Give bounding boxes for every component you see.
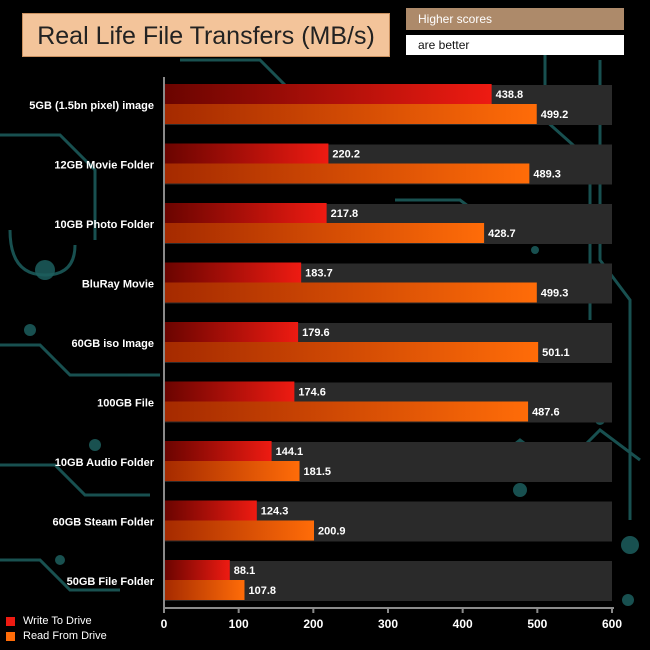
bar-read	[164, 461, 300, 481]
bar-write	[164, 381, 295, 402]
circuit-trace	[0, 558, 120, 592]
bar-track	[164, 501, 612, 522]
legend-swatch-read	[6, 632, 15, 641]
category-label: BluRay Movie	[82, 279, 154, 291]
bar-track	[164, 442, 612, 462]
x-tick-label: 400	[453, 617, 473, 631]
data-label: 88.1	[234, 565, 255, 577]
data-label: 107.8	[248, 585, 276, 597]
data-label: 499.3	[541, 288, 569, 300]
bar-write	[164, 322, 299, 342]
bar-read	[164, 163, 530, 184]
bar-write	[164, 441, 272, 461]
bar-read	[164, 580, 245, 600]
data-label: 499.2	[541, 109, 569, 121]
bar-write	[164, 560, 230, 580]
category-label: 60GB iso Image	[71, 338, 154, 350]
bar-read	[164, 104, 537, 124]
data-label: 124.3	[261, 506, 289, 518]
data-label: 179.6	[302, 327, 330, 339]
data-label: 489.3	[533, 169, 561, 181]
x-tick-label: 500	[527, 617, 547, 631]
legend: Write To Drive Read From Drive	[6, 614, 107, 644]
bar-write	[164, 84, 492, 104]
data-label: 438.8	[496, 89, 524, 101]
circuit-node	[621, 536, 639, 554]
bar-write	[164, 500, 257, 521]
are-better-note: are better	[406, 35, 624, 55]
bar-read	[164, 223, 485, 243]
category-label: 10GB Audio Folder	[55, 457, 155, 469]
x-tick-label: 600	[602, 617, 622, 631]
category-label: 5GB (1.5bn pixel) image	[29, 100, 154, 112]
legend-item-write: Write To Drive	[6, 614, 107, 629]
legend-label-write: Write To Drive	[23, 615, 92, 627]
circuit-node	[622, 594, 634, 606]
circuit-trace	[0, 343, 160, 377]
legend-label-read: Read From Drive	[23, 630, 107, 642]
category-label: 50GB File Folder	[67, 576, 155, 588]
category-label: 100GB File	[97, 398, 154, 410]
bar-track	[164, 561, 612, 581]
circuit-trace	[0, 463, 150, 497]
bar-track	[164, 581, 612, 601]
bar-write	[164, 203, 327, 223]
data-label: 487.6	[532, 407, 560, 419]
data-label: 174.6	[298, 387, 326, 399]
legend-swatch-write	[6, 617, 15, 626]
bar-read	[164, 520, 315, 541]
data-label: 200.9	[318, 526, 346, 538]
circuit-node	[35, 260, 55, 280]
data-label: 220.2	[332, 149, 360, 161]
circuit-node	[55, 555, 65, 565]
category-label: 60GB Steam Folder	[53, 517, 155, 529]
x-tick-label: 300	[378, 617, 398, 631]
bar-read	[164, 282, 537, 303]
data-label: 501.1	[542, 347, 570, 359]
data-label: 181.5	[304, 466, 332, 478]
circuit-node	[531, 246, 539, 254]
data-label: 144.1	[276, 446, 304, 458]
higher-scores-note: Higher scores	[406, 8, 624, 30]
chart-title: Real Life File Transfers (MB/s)	[22, 13, 390, 57]
data-label: 217.8	[331, 208, 359, 220]
circuit-node	[24, 324, 36, 336]
x-tick-label: 100	[229, 617, 249, 631]
x-tick-label: 200	[303, 617, 323, 631]
legend-item-read: Read From Drive	[6, 629, 107, 644]
circuit-trace	[0, 133, 97, 240]
bar-read	[164, 342, 539, 362]
circuit-node	[89, 439, 101, 451]
bar-write	[164, 143, 329, 164]
circuit-node	[513, 483, 527, 497]
data-label: 183.7	[305, 268, 333, 280]
data-label: 428.7	[488, 228, 516, 240]
category-label: 10GB Photo Folder	[54, 219, 154, 231]
bar-write	[164, 262, 302, 283]
bar-read	[164, 401, 529, 422]
x-tick-label: 0	[161, 617, 168, 631]
category-label: 12GB Movie Folder	[54, 160, 154, 172]
